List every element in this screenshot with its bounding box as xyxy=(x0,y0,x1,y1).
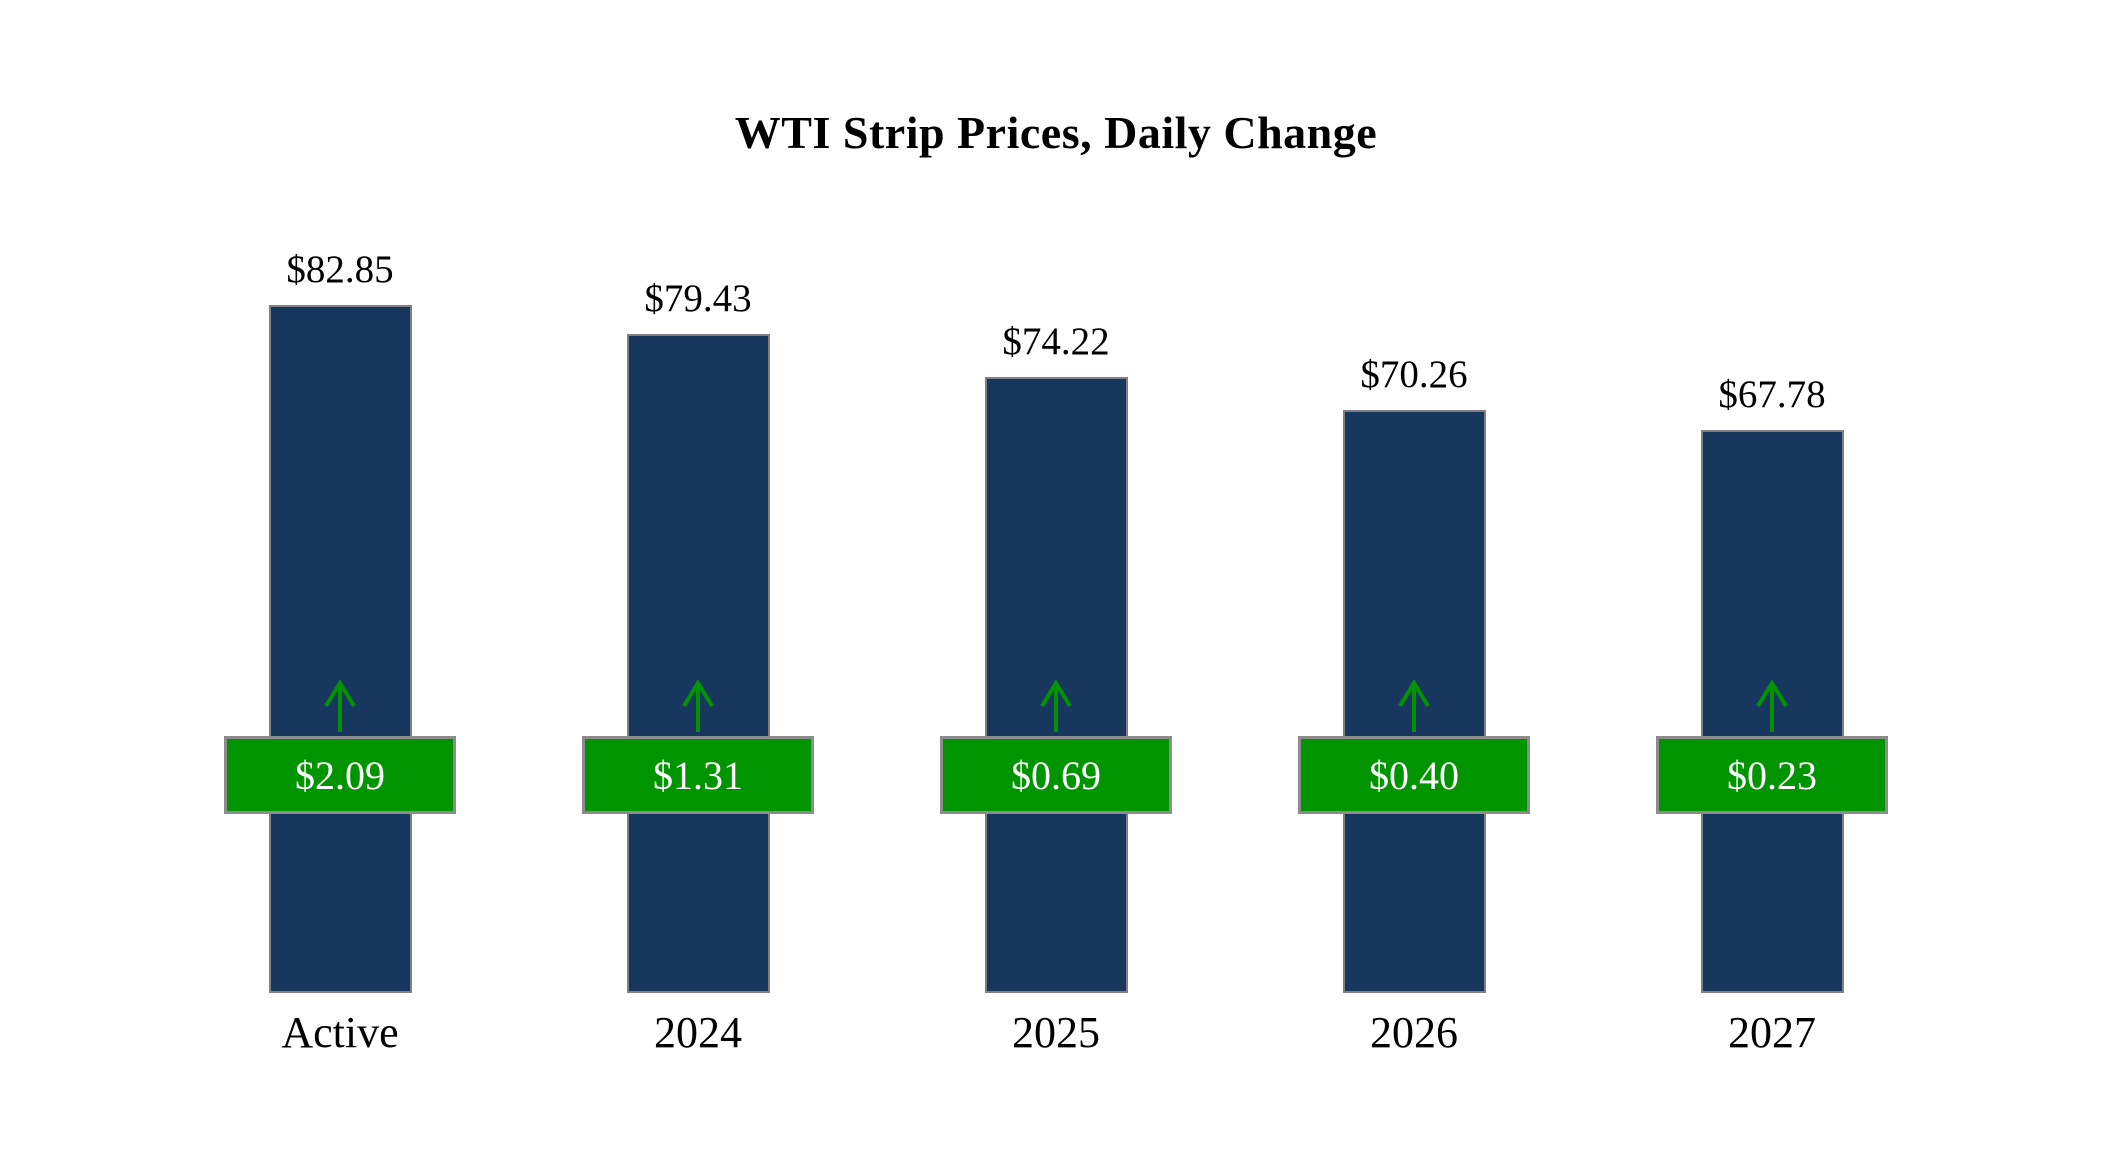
price-label: $74.22 xyxy=(1002,320,1110,363)
chart-title: WTI Strip Prices, Daily Change xyxy=(734,107,1378,158)
category-label: 2026 xyxy=(1370,1008,1458,1057)
up-arrow-icon xyxy=(676,678,720,739)
bar-2024 xyxy=(626,334,770,993)
up-arrow-icon xyxy=(1750,678,1794,739)
bar-active xyxy=(268,305,412,993)
up-arrow-icon xyxy=(1392,678,1436,739)
daily-change-badge: $0.69 xyxy=(940,736,1172,814)
price-label: $79.43 xyxy=(644,277,752,320)
price-label: $82.85 xyxy=(286,248,394,291)
category-label: Active xyxy=(281,1008,399,1057)
daily-change-badge: $2.09 xyxy=(224,736,456,814)
category-label: 2027 xyxy=(1728,1008,1816,1057)
price-label: $70.26 xyxy=(1360,353,1468,396)
category-label: 2024 xyxy=(654,1008,742,1057)
category-label: 2025 xyxy=(1012,1008,1100,1057)
price-label: $67.78 xyxy=(1718,373,1826,416)
daily-change-badge: $0.23 xyxy=(1656,736,1888,814)
up-arrow-icon xyxy=(1034,678,1078,739)
daily-change-badge: $1.31 xyxy=(582,736,814,814)
daily-change-badge: $0.40 xyxy=(1298,736,1530,814)
up-arrow-icon xyxy=(318,678,362,739)
